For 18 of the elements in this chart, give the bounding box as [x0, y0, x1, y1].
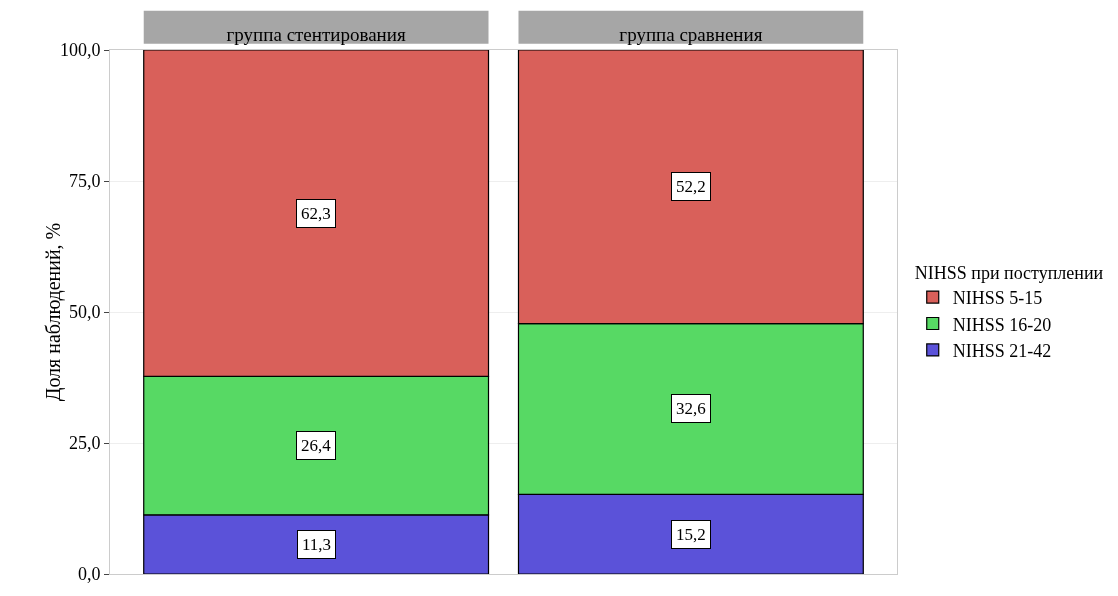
y-axis-title: Доля наблюдений, % [42, 222, 65, 402]
x-tick-label: группа сравнения [619, 24, 763, 46]
legend-label: NIHSS 5-15 [952, 288, 1043, 309]
y-tick-label: 50,0 [68, 302, 101, 323]
data-label: 26,4 [301, 436, 332, 455]
legend-label: NIHSS 16-20 [952, 314, 1052, 335]
legend-title: NIHSS при поступлении [914, 262, 1104, 283]
data-label: 52,2 [676, 177, 706, 196]
data-label: 62,3 [301, 204, 331, 223]
y-tick-label: 75,0 [68, 171, 101, 192]
x-tick-label: группа стентирования [226, 24, 406, 46]
data-label: 32,6 [676, 399, 706, 418]
y-tick-label: 0,0 [77, 564, 101, 585]
y-tick-label: 25,0 [68, 433, 101, 454]
y-tick-label: 100,0 [59, 40, 101, 61]
data-label: 15,2 [676, 525, 706, 544]
data-label: 11,3 [302, 535, 332, 554]
legend-label: NIHSS 21-42 [952, 340, 1052, 361]
